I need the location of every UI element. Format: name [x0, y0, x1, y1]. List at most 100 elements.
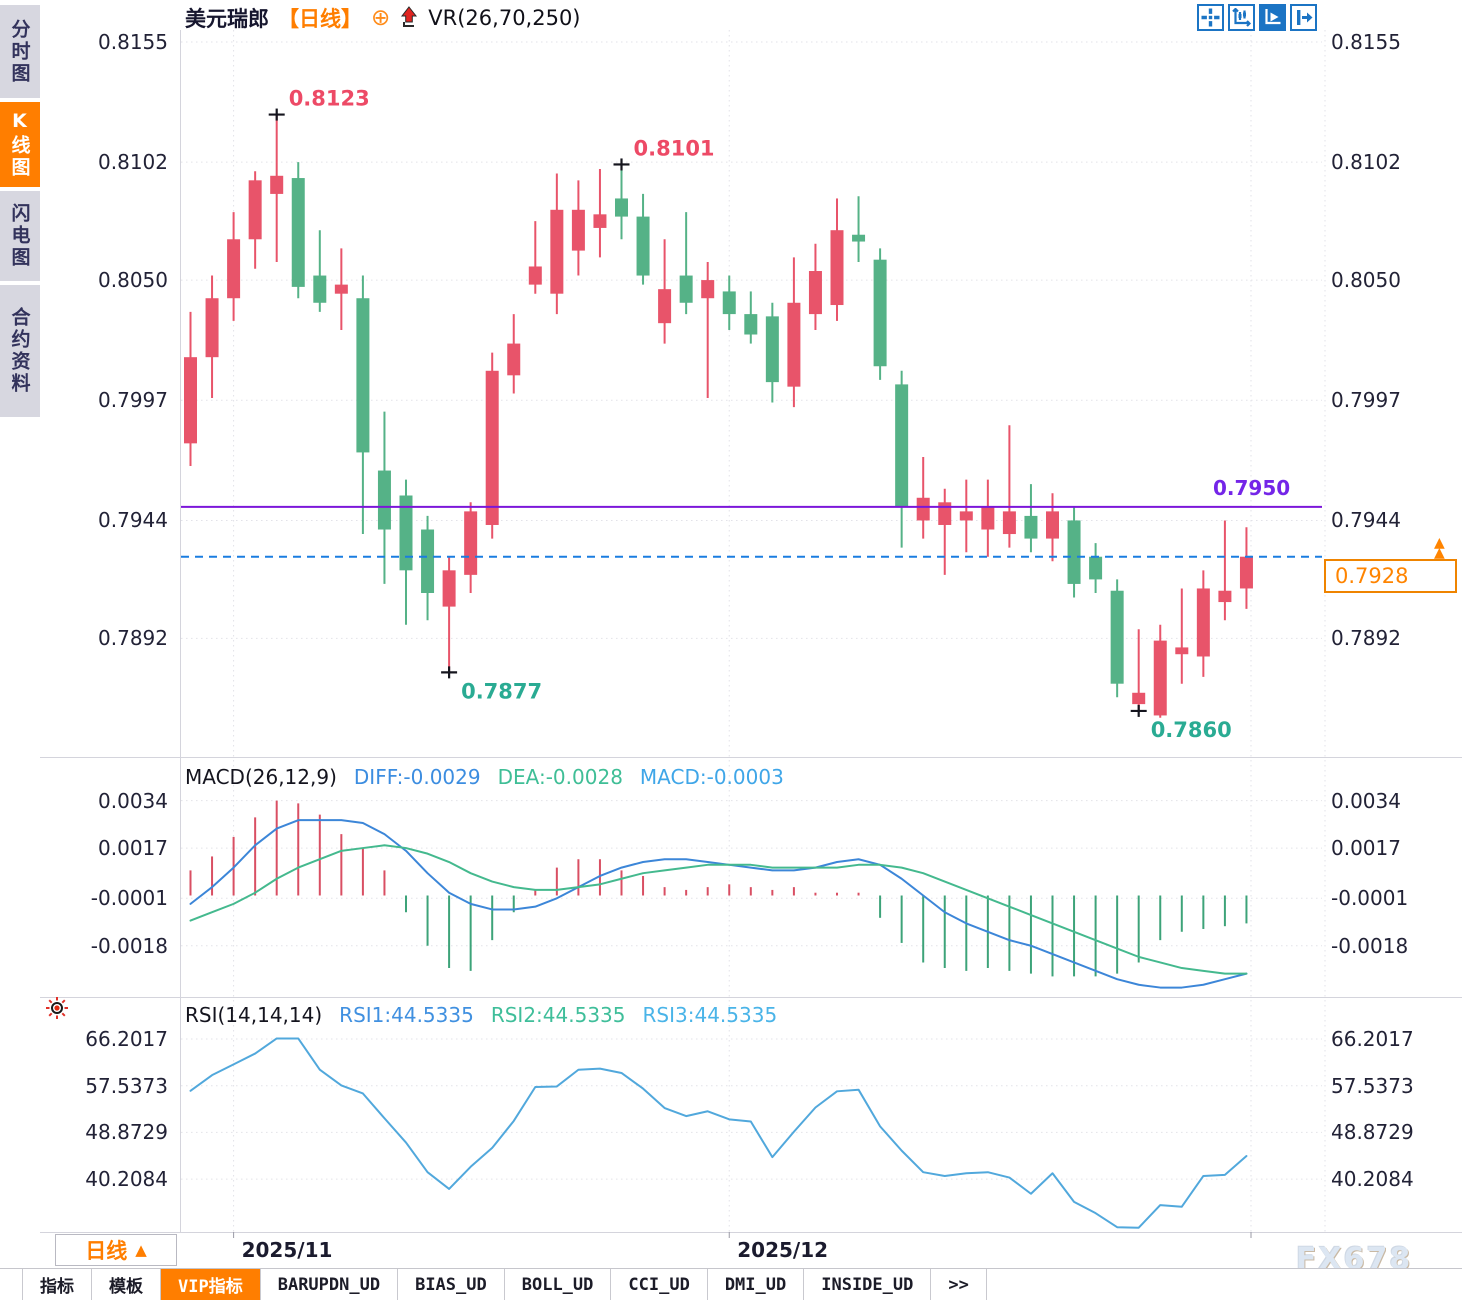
candle-body	[1067, 520, 1081, 584]
add-overlay-icon[interactable]: ⊕	[371, 5, 391, 31]
axis-label: 0.7944	[1331, 508, 1401, 533]
axis-label: -0.0001	[90, 886, 168, 911]
candle-body	[356, 298, 370, 453]
candle-body	[485, 370, 499, 525]
candle-body	[571, 209, 585, 251]
candle-body	[550, 209, 564, 294]
sidebar-item-lightning-chart[interactable]: 闪电图	[0, 191, 40, 281]
period-tag: 【日线】	[278, 7, 362, 31]
candle-body	[1024, 515, 1038, 539]
axis-label: 48.8729	[1331, 1120, 1414, 1145]
overlay-indicator-label: VR(26,70,250)	[428, 6, 581, 30]
month-label: 2025/11	[241, 1238, 333, 1262]
indicator-tab[interactable]: BARUPDN_UD	[260, 1269, 399, 1300]
axis-label: 0.8155	[98, 30, 168, 54]
candle-body	[464, 511, 478, 575]
axis-label: 40.2084	[1331, 1167, 1414, 1192]
candle-body	[1153, 640, 1167, 716]
candle-body	[270, 175, 284, 194]
red-up-arrow-icon	[399, 6, 419, 30]
macd-title: MACD(26,12,9)	[185, 765, 337, 789]
rsi3-value: RSI3:44.5335	[642, 1003, 778, 1027]
candle-body	[852, 234, 866, 242]
price-annotation: 0.7860	[1151, 718, 1232, 742]
candle-body	[442, 570, 456, 607]
axis-play-tool-button[interactable]	[1259, 4, 1286, 31]
price-annotation: 0.7877	[461, 679, 542, 703]
candle-body	[938, 502, 952, 525]
period-selector-button[interactable]: 日线 ▲	[55, 1234, 177, 1266]
axis-label: 57.5373	[85, 1073, 168, 1098]
axis-label: 40.2084	[85, 1167, 168, 1192]
tab-bar-filler	[986, 1269, 1462, 1300]
macd-header: MACD(26,12,9) DIFF:-0.0029 DEA:-0.0028 M…	[185, 765, 784, 789]
exit-right-tool-button[interactable]	[1290, 4, 1317, 31]
indicator-tab[interactable]: CCI_UD	[611, 1269, 708, 1300]
axis-label: 0.8050	[98, 268, 168, 293]
sidebar-item-timeshare-chart[interactable]: 分时图	[0, 5, 40, 98]
month-label: 2025/12	[737, 1238, 829, 1262]
indicator-tab[interactable]: >>	[931, 1269, 987, 1300]
candle-body	[895, 384, 909, 507]
axis-label: 0.7997	[98, 388, 168, 413]
indicator-tab[interactable]: DMI_UD	[707, 1269, 805, 1300]
sidebar-item-kline-chart[interactable]: K线图	[0, 102, 40, 187]
sidebar-item-contract-info[interactable]: 合约资料	[0, 285, 40, 417]
indicator-tab[interactable]: 指标	[23, 1269, 92, 1300]
axis-label: -0.0018	[1331, 933, 1409, 958]
candle-body	[701, 280, 715, 299]
candle-body	[1110, 590, 1124, 684]
indicator-tab[interactable]: VIP指标	[161, 1269, 261, 1300]
macd-diff-value: DIFF:-0.0029	[353, 765, 481, 789]
candle-body	[658, 289, 672, 324]
axis-label: 0.8155	[1331, 30, 1401, 54]
rsi2-value: RSI2:44.5335	[490, 1003, 626, 1027]
candle-body	[1175, 647, 1189, 655]
candle-body	[1196, 588, 1210, 657]
axis-label: 0.7892	[1331, 626, 1401, 651]
candle-body	[679, 275, 693, 303]
candle-body	[421, 529, 435, 594]
axis-label: 0.7892	[98, 626, 168, 651]
candle-body	[830, 230, 844, 306]
indicator-tab[interactable]: 模板	[92, 1269, 161, 1300]
candle-body	[184, 357, 197, 444]
candle-body	[787, 302, 801, 387]
candle-body	[959, 511, 973, 521]
axis-range-tool-button[interactable]	[1228, 4, 1255, 31]
support-level-label: 0.7950	[1213, 476, 1291, 500]
sidebar: 分时图 K线图 闪电图 合约资料	[0, 0, 40, 1268]
price-annotation: 0.8101	[634, 136, 715, 160]
candle-body	[1218, 590, 1232, 603]
axis-label: 48.8729	[85, 1120, 168, 1145]
axis-label: 66.2017	[85, 1027, 168, 1051]
last-price-box: 0.7928	[1324, 559, 1457, 593]
candle-body	[873, 259, 887, 367]
axis-label: 0.0017	[1331, 836, 1401, 861]
chart-toolbar	[1197, 4, 1317, 31]
candle-body	[227, 239, 241, 299]
macd-hist-value: MACD:-0.0003	[639, 765, 784, 789]
indicator-tab[interactable]: INSIDE_UD	[804, 1269, 932, 1300]
rsi-line	[189, 1037, 1248, 1229]
candle-body	[593, 214, 607, 228]
candle-body	[248, 180, 262, 240]
indicator-tab[interactable]: BIAS_UD	[398, 1269, 505, 1300]
price-up-arrows-icon: ▲ ▲	[1434, 535, 1445, 561]
candle-body	[765, 316, 779, 383]
candle-body	[1239, 556, 1253, 589]
candle-body	[1002, 511, 1016, 535]
candle-body	[636, 216, 650, 276]
candle-body	[205, 298, 219, 358]
axis-label: 66.2017	[1331, 1027, 1414, 1051]
axis-label: 0.0034	[98, 788, 168, 813]
symbol-name: 美元瑞郎	[185, 7, 269, 31]
candle-body	[1046, 511, 1059, 539]
crosshair-tool-button[interactable]	[1197, 4, 1224, 31]
candle-body	[808, 271, 822, 315]
axis-label: 0.0034	[1331, 788, 1401, 813]
candle-body	[1089, 556, 1103, 580]
candle-body	[399, 495, 413, 571]
indicator-tab[interactable]: BOLL_UD	[504, 1269, 612, 1300]
